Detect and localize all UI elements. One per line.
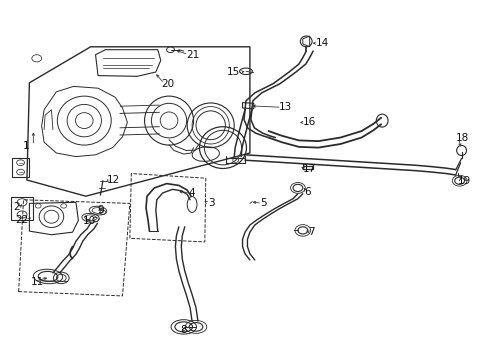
- Text: 7: 7: [308, 227, 315, 237]
- Text: 5: 5: [260, 198, 267, 208]
- Text: 16: 16: [303, 117, 316, 127]
- Text: 6: 6: [304, 186, 311, 197]
- Text: 1: 1: [23, 141, 29, 151]
- Text: 21: 21: [186, 50, 199, 60]
- Text: 10: 10: [82, 216, 96, 226]
- Text: 8: 8: [180, 325, 187, 336]
- Text: 2: 2: [14, 202, 21, 212]
- Text: 22: 22: [15, 215, 28, 225]
- Text: 13: 13: [279, 102, 293, 112]
- Text: 3: 3: [208, 198, 215, 208]
- Text: 17: 17: [303, 164, 316, 174]
- Text: 19: 19: [458, 176, 471, 186]
- Text: 20: 20: [162, 78, 175, 89]
- Text: 14: 14: [316, 38, 329, 48]
- Text: 15: 15: [227, 67, 240, 77]
- Text: 9: 9: [97, 204, 104, 215]
- Text: 12: 12: [107, 175, 120, 185]
- Text: 18: 18: [456, 132, 469, 143]
- Text: 4: 4: [188, 188, 195, 198]
- Text: 11: 11: [30, 276, 44, 287]
